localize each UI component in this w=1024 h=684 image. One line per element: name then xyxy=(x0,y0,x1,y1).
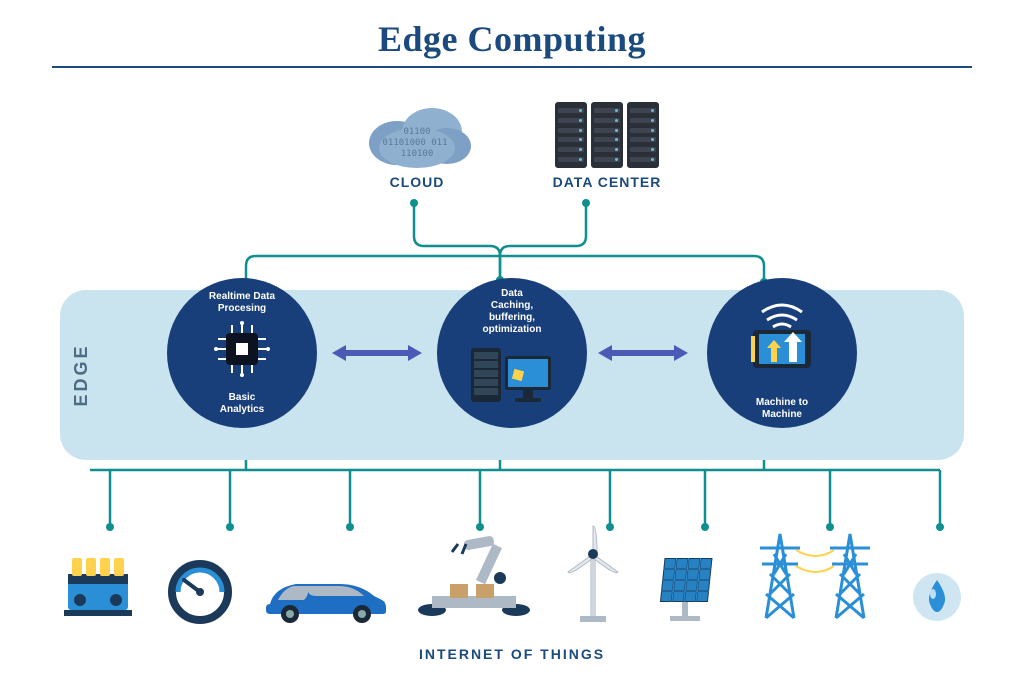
edge-circles: Realtime DataProcesing BasicAnalytics Da… xyxy=(0,278,1024,428)
robot-arm-icon xyxy=(414,534,534,624)
water-drop-icon xyxy=(910,570,964,624)
server-monitor-icon xyxy=(469,342,555,413)
edge-circle-processing: Realtime DataProcesing BasicAnalytics xyxy=(167,278,317,428)
solar-panel-icon xyxy=(652,544,722,624)
cloud-icon: 01100 01101000 011 110100 xyxy=(357,98,477,168)
datacenter-label: DATA CENTER xyxy=(547,174,667,190)
circle-bottom-text: BasicAnalytics xyxy=(220,392,264,416)
edge-circle-caching: DataCaching,buffering,optimization xyxy=(437,278,587,428)
iot-car xyxy=(260,534,390,624)
machinery-icon xyxy=(60,544,140,624)
datacenter-block: DATA CENTER xyxy=(547,98,667,190)
circle-top-text: Realtime DataProcesing xyxy=(209,291,275,315)
circle-top-text: DataCaching,buffering,optimization xyxy=(483,288,542,336)
iot-robot-arm xyxy=(414,534,534,624)
edge-circle-m2m: Machine toMachine xyxy=(707,278,857,428)
cloud-block: 01100 01101000 011 110100 CLOUD xyxy=(357,98,477,190)
svg-text:01100: 01100 xyxy=(403,127,430,137)
gauge-icon xyxy=(164,552,236,624)
page-title: Edge Computing xyxy=(0,0,1024,66)
iot-machinery xyxy=(60,534,140,624)
cloud-label: CLOUD xyxy=(357,174,477,190)
datacenter-icon xyxy=(547,98,667,168)
iot-wind-turbine xyxy=(558,534,628,624)
iot-power-tower xyxy=(746,534,886,624)
car-icon xyxy=(260,564,390,624)
tablet-wifi-icon xyxy=(737,292,827,387)
iot-section-label: INTERNET OF THINGS xyxy=(0,646,1024,662)
top-tier: 01100 01101000 011 110100 CLOUD DATA CEN… xyxy=(0,98,1024,190)
iot-gauge xyxy=(164,534,236,624)
chip-icon xyxy=(214,321,270,382)
bidirectional-arrow-icon xyxy=(598,345,688,361)
wind-turbine-icon xyxy=(558,524,628,624)
iot-row xyxy=(60,534,964,624)
bidirectional-arrow-icon xyxy=(332,345,422,361)
title-underline xyxy=(52,66,972,68)
power-tower-icon xyxy=(746,524,886,624)
circle-bottom-text: Machine toMachine xyxy=(756,397,808,421)
svg-text:01101000 011: 01101000 011 xyxy=(382,138,447,148)
svg-text:110100: 110100 xyxy=(401,149,434,159)
iot-solar-panel xyxy=(652,534,722,624)
iot-water-drop xyxy=(910,534,964,624)
